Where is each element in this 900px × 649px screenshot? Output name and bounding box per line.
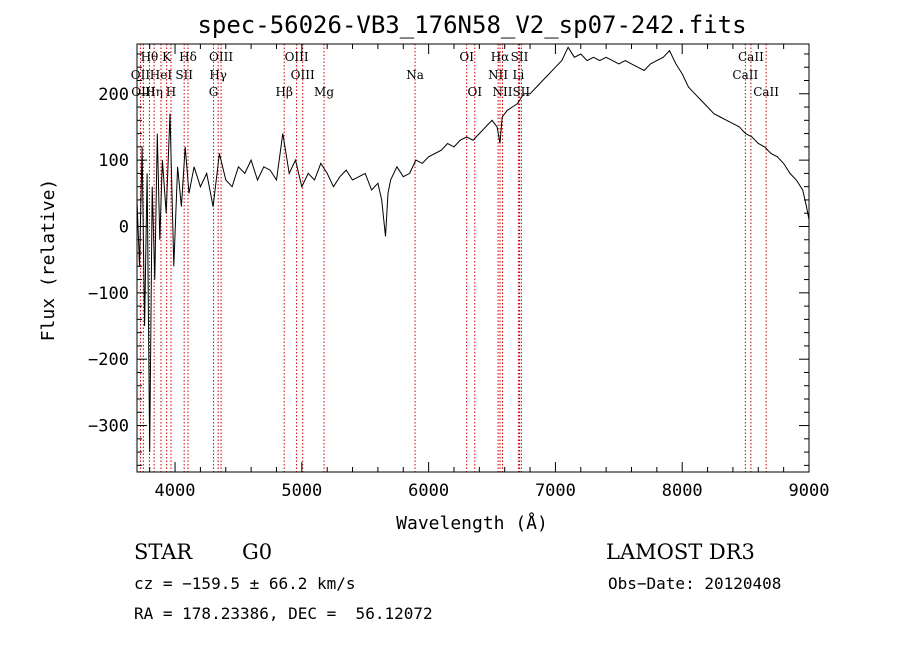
line-label-23: Mg [314,85,334,99]
line-label-7: SII [511,50,529,64]
x-tick-label: 4000 [155,481,196,501]
chart-title: spec-56026-VB3_176N58_V2_sp07-242.fits [197,11,746,39]
line-label-11: SII [175,68,193,82]
line-label-9: OII [131,68,151,82]
obs-date: Obs−Date: 20120408 [608,574,782,593]
y-tick-label: 100 [98,151,129,171]
line-label-18: OIII [131,85,155,99]
line-label-26: SII [512,85,530,99]
survey-name: LAMOST DR3 [606,540,755,564]
object-class: STAR [134,540,193,564]
y-tick-label: −300 [88,417,129,437]
line-label-22: Hβ [276,85,293,99]
line-markers [139,44,767,472]
x-axis: 4000 5000 6000 7000 8000 9000 [149,44,830,501]
line-label-8: CaII [738,50,764,64]
line-label-15: NII [488,68,508,82]
x-tick-label: 6000 [408,481,449,501]
line-label-4: OIII [285,50,309,64]
line-label-12: Hγ [209,68,227,82]
x-axis-label: Wavelength (Å) [396,512,548,534]
coordinates: RA = 178.23386, DEC = 56.12072 [134,604,433,623]
line-label-21: G [209,85,219,99]
object-subclass: G0 [242,540,273,564]
line-label-14: Na [406,68,424,82]
line-label-10: HeI [150,68,173,82]
x-tick-label: 8000 [662,481,703,501]
redshift-text: cz = −159.5 ± 66.2 km/s [134,574,356,593]
spectrum-line [136,46,810,453]
line-label-1: K [162,50,172,64]
y-tick-label: −200 [88,350,129,370]
line-label-16: Li [512,68,524,82]
y-axis: −300 −200 −100 0 100 200 [88,53,809,466]
line-label-24: OI [467,85,482,99]
y-tick-label: 0 [119,217,129,237]
line-label-27: CaII [753,85,779,99]
y-tick-label: 200 [98,85,129,105]
y-axis-label: Flux (relative) [38,179,59,342]
line-label-6: Hα [491,50,510,64]
line-label-25: NII [493,85,513,99]
plot-frame [136,43,810,473]
x-tick-label: 5000 [281,481,322,501]
line-label-17: CaII [732,68,758,82]
x-tick-label: 7000 [535,481,576,501]
line-label-3: OIII [209,50,233,64]
line-label-13: OIII [291,68,315,82]
line-label-5: OI [459,50,474,64]
line-label-0: Hθ [141,50,159,64]
y-tick-label: −100 [88,284,129,304]
line-label-19: Hη [145,85,163,99]
line-label-2: Hδ [179,50,197,64]
line-label-20: H [166,85,176,99]
x-tick-label: 9000 [789,481,830,501]
